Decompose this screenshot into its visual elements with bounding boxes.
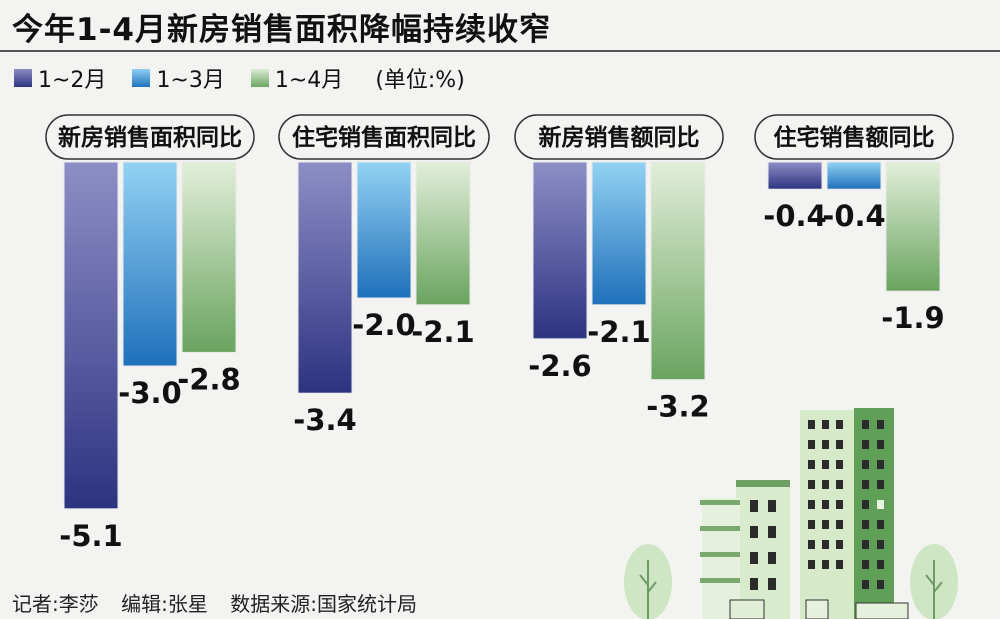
editor-credit: 编辑:张星 <box>121 592 208 616</box>
value-label-3-series-0: -0.4 <box>763 199 826 233</box>
value-label-0-series-0: -5.1 <box>59 519 122 553</box>
bar-0-series-2 <box>181 161 237 353</box>
value-label-2-series-0: -2.6 <box>528 349 591 383</box>
value-label-3-series-2: -1.9 <box>881 301 944 335</box>
category-pill-0 <box>45 114 255 160</box>
value-label-0-series-2: -2.8 <box>177 362 240 396</box>
category-label-0: 新房销售面积同比 <box>58 124 242 151</box>
category-label-1: 住宅销售面积同比 <box>292 124 476 151</box>
legend-label-jan-feb: 1~2月 <box>38 68 107 93</box>
legend-label-jan-mar: 1~3月 <box>156 68 225 93</box>
bar-1-series-0 <box>297 161 353 394</box>
source-credit: 数据来源:国家统计局 <box>230 592 417 616</box>
bar-3-series-2 <box>885 161 941 292</box>
title-divider <box>0 50 1000 52</box>
value-label-1-series-0: -3.4 <box>293 403 356 437</box>
value-label-1-series-1: -2.0 <box>352 308 415 342</box>
reporter-credit: 记者:李莎 <box>12 592 99 616</box>
bar-1-series-2 <box>415 161 471 306</box>
value-label-3-series-1: -0.4 <box>822 199 885 233</box>
category-label-2: 新房销售额同比 <box>539 124 700 151</box>
legend-item-jan-mar: 1~3月 <box>132 62 225 94</box>
legend: 1~2月 1~3月 1~4月 (单位:%) <box>14 62 465 94</box>
bar-0-series-0 <box>63 161 119 510</box>
value-label-1-series-2: -2.1 <box>411 315 474 349</box>
legend-item-jan-feb: 1~2月 <box>14 62 106 94</box>
category-pill-1 <box>278 114 490 160</box>
legend-swatch-jan-mar <box>132 69 151 87</box>
credits: 记者:李莎 编辑:张星 数据来源:国家统计局 <box>12 588 433 617</box>
legend-item-jan-apr: 1~4月 <box>250 62 344 94</box>
bar-3-series-0 <box>767 161 823 190</box>
bar-3-series-1 <box>826 161 882 190</box>
value-label-0-series-1: -3.0 <box>118 376 181 410</box>
bar-2-series-0 <box>532 161 588 340</box>
buildings-illustration <box>624 408 958 619</box>
category-pill-3 <box>754 114 954 160</box>
bar-2-series-2 <box>650 161 706 381</box>
bar-0-series-1 <box>122 161 178 367</box>
category-label-3: 住宅销售额同比 <box>774 124 935 151</box>
legend-swatch-jan-feb <box>14 69 32 87</box>
unit-label: (单位:%) <box>375 68 465 93</box>
bars-layer: -5.1-3.0-2.8-3.4-2.0-2.1-2.6-2.1-3.2-0.4… <box>45 114 954 553</box>
category-pill-2 <box>514 114 724 160</box>
legend-label-jan-apr: 1~4月 <box>274 68 344 93</box>
chart-title: 今年1-4月新房销售面积降幅持续收窄 <box>12 12 552 48</box>
legend-swatch-jan-apr <box>250 69 269 87</box>
value-label-2-series-1: -2.1 <box>587 315 650 349</box>
bar-1-series-1 <box>356 161 412 299</box>
bar-2-series-1 <box>591 161 647 306</box>
value-label-2-series-2: -3.2 <box>646 390 709 424</box>
